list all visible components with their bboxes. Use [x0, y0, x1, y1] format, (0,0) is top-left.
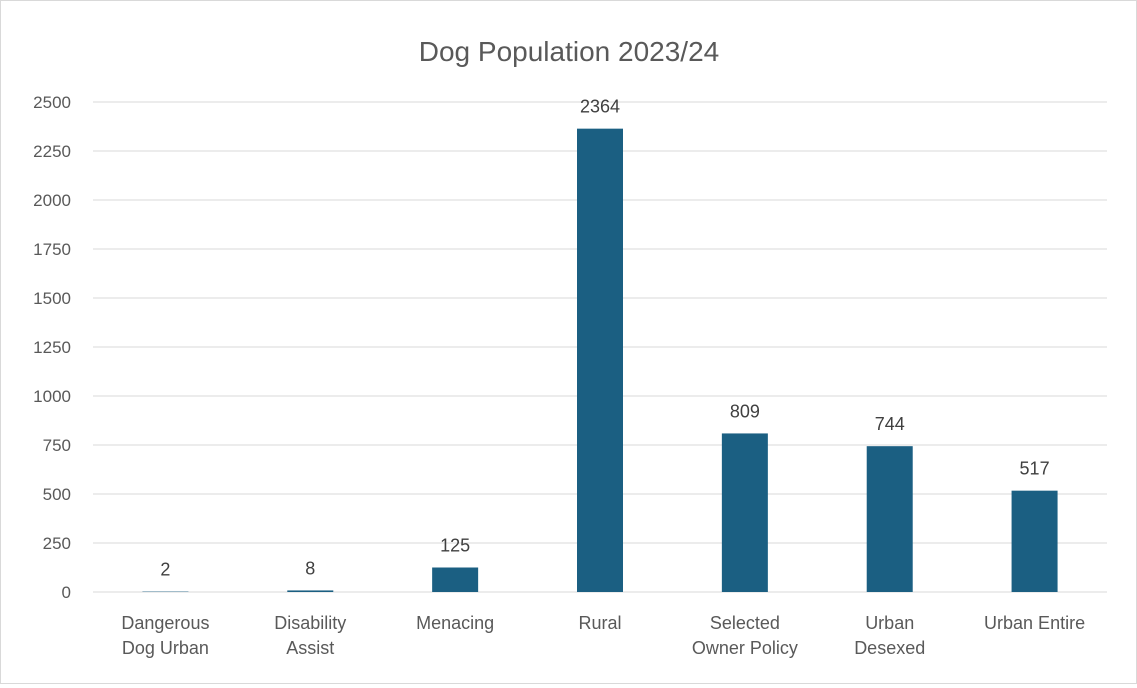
x-tick-label-line: Rural	[578, 613, 621, 633]
x-tick-label-line: Urban	[865, 613, 914, 633]
data-label: 2364	[580, 97, 620, 117]
y-tick-label: 2000	[33, 191, 71, 210]
x-tick-label-line: Selected	[710, 613, 780, 633]
bar	[1012, 491, 1058, 592]
data-label: 8	[305, 558, 315, 578]
data-label: 517	[1020, 459, 1050, 479]
x-tick-label-line: Dog Urban	[122, 638, 209, 658]
x-tick-label: Rural	[578, 613, 621, 633]
bar	[287, 590, 333, 592]
x-tick-label: Menacing	[416, 613, 494, 633]
y-tick-label: 1750	[33, 240, 71, 259]
y-tick-label: 750	[43, 436, 71, 455]
bar	[577, 129, 623, 592]
bars	[142, 129, 1057, 592]
x-tick-label-line: Desexed	[854, 638, 925, 658]
x-tick-label-line: Urban Entire	[984, 613, 1085, 633]
chart-title: Dog Population 2023/24	[419, 36, 719, 67]
x-tick-label: Urban Desexed	[854, 613, 925, 658]
bar	[722, 433, 768, 592]
y-tick-label: 1000	[33, 387, 71, 406]
x-tick-label-line: Assist	[286, 638, 334, 658]
x-tick-label: Dangerous Dog Urban	[121, 613, 209, 658]
data-label: 2	[160, 560, 170, 580]
x-tick-label: Disability Assist	[274, 613, 346, 658]
x-tick-label-line: Dangerous	[121, 613, 209, 633]
x-tick-label-line: Owner Policy	[692, 638, 798, 658]
y-tick-label: 2250	[33, 142, 71, 161]
bar	[867, 446, 913, 592]
y-tick-label: 1500	[33, 289, 71, 308]
x-tick-label-line: Menacing	[416, 613, 494, 633]
y-tick-label: 250	[43, 534, 71, 553]
data-label: 125	[440, 536, 470, 556]
y-tick-label: 1250	[33, 338, 71, 357]
data-label: 809	[730, 401, 760, 421]
y-tick-label: 2500	[33, 93, 71, 112]
y-tick-label: 500	[43, 485, 71, 504]
x-tick-label: Selected Owner Policy	[692, 613, 798, 658]
bar	[432, 568, 478, 593]
data-label: 744	[875, 414, 905, 434]
x-tick-label-line: Disability	[274, 613, 346, 633]
y-axis-ticks: 0 250 500 750 1000 1250 1500 1750 2000 2250 2500	[33, 93, 71, 602]
x-tick-label: Urban Entire	[984, 613, 1085, 633]
x-axis-ticks: Dangerous Dog Urban Disability Assist Menaci…	[121, 613, 1085, 658]
y-tick-label: 0	[62, 583, 71, 602]
